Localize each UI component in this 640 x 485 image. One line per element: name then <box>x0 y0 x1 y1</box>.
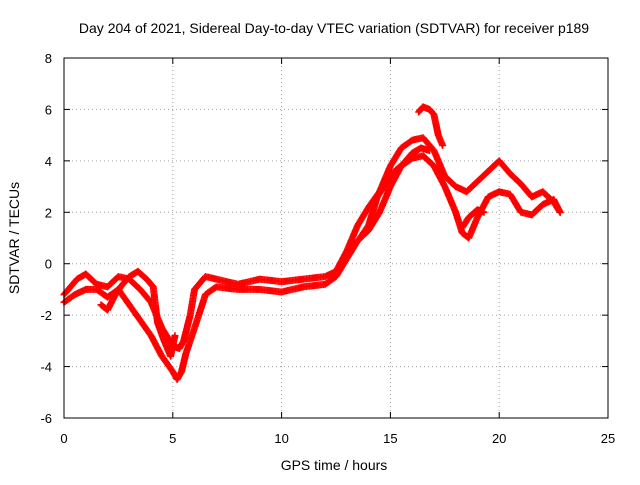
y-tick-label: 6 <box>45 102 52 117</box>
data-point <box>426 147 434 155</box>
chart-title: Day 204 of 2021, Sidereal Day-to-day VTE… <box>79 20 589 36</box>
series-track-f <box>458 206 488 232</box>
data-point <box>439 141 447 149</box>
y-tick-label: 4 <box>45 154 52 169</box>
data-series <box>60 103 564 383</box>
x-tick-label: 25 <box>601 431 615 446</box>
series-track-d <box>415 103 447 149</box>
data-point <box>556 208 564 216</box>
x-tick-label: 5 <box>169 431 176 446</box>
data-point <box>480 208 488 216</box>
y-axis-label: SDTVAR / TECUs <box>6 182 22 294</box>
y-tick-label: -2 <box>40 308 52 323</box>
y-tick-label: 8 <box>45 51 52 66</box>
x-tick-label: 20 <box>492 431 506 446</box>
series-track-b <box>60 152 564 383</box>
x-tick-label: 15 <box>383 431 397 446</box>
series-track-c <box>97 267 179 360</box>
x-tick-label: 0 <box>60 431 67 446</box>
plot-frame <box>63 57 609 419</box>
x-axis-label: GPS time / hours <box>281 457 388 473</box>
axis-ticks: 0 5 10 15 20 25 -6 -4 -2 0 2 4 6 8 <box>40 51 615 446</box>
y-tick-label: 2 <box>45 205 52 220</box>
y-tick-label: -4 <box>40 360 52 375</box>
grid <box>64 58 608 418</box>
data-point <box>171 332 179 340</box>
series-track-e <box>356 144 434 242</box>
y-tick-label: 0 <box>45 257 52 272</box>
x-tick-label: 10 <box>274 431 288 446</box>
y-tick-label: -6 <box>40 411 52 426</box>
